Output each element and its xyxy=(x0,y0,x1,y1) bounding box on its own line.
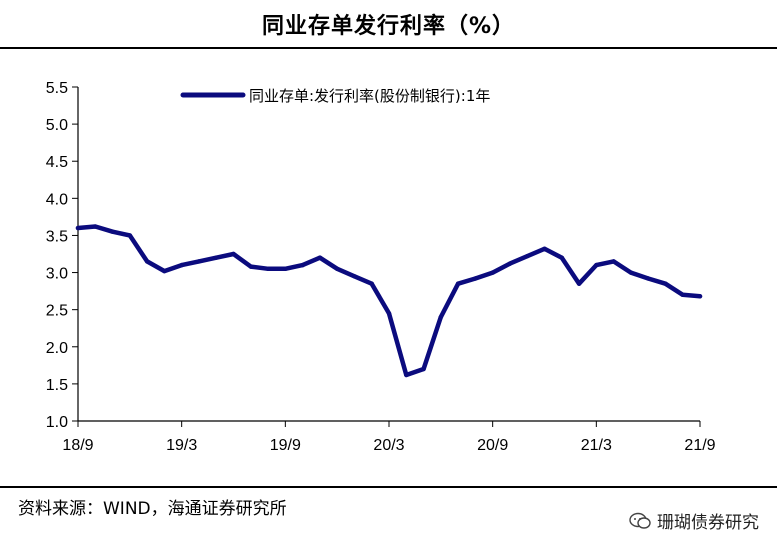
watermark-text: 珊瑚债券研究 xyxy=(657,513,759,533)
data-point xyxy=(317,255,323,260)
data-point xyxy=(352,274,357,279)
data-point xyxy=(386,311,392,316)
y-tick-label: 1.0 xyxy=(46,414,68,431)
data-point xyxy=(628,270,634,275)
data-point xyxy=(542,246,547,252)
data-point xyxy=(196,259,202,264)
x-tick-label: 21/3 xyxy=(581,437,612,454)
title-rule xyxy=(0,47,777,49)
data-point xyxy=(611,259,616,264)
y-tick-label: 2.0 xyxy=(46,340,68,357)
y-tick-label: 5.5 xyxy=(46,80,68,97)
data-point xyxy=(490,270,495,275)
data-point xyxy=(231,251,236,257)
x-tick-label: 18/9 xyxy=(62,437,93,454)
data-point xyxy=(283,266,288,272)
chart-title: 同业存单发行利率（%） xyxy=(261,14,516,39)
footer-rule xyxy=(0,486,777,488)
y-tick-label: 4.5 xyxy=(46,154,68,171)
source-note: 资料来源：WIND，海通证券研究所 xyxy=(18,499,287,519)
data-point xyxy=(507,261,513,266)
data-point xyxy=(265,266,271,272)
x-tick-label: 20/9 xyxy=(477,437,508,454)
y-tick-label: 1.5 xyxy=(46,377,68,394)
chat-bubble-icon xyxy=(629,512,651,529)
data-point xyxy=(300,262,305,268)
line-chart: 1.0 1.5 2.0 2.5 3.0 3.5 4.0 4.5 5.0 5.5 18/9 19/3 19… xyxy=(46,80,716,454)
data-point xyxy=(248,264,253,269)
data-point xyxy=(93,224,98,229)
data-point xyxy=(525,254,530,259)
data-point xyxy=(214,255,219,260)
legend-label: 同业存单:发行利率(股份制银行):1年 xyxy=(249,87,490,105)
data-point xyxy=(404,372,409,378)
data-point xyxy=(697,294,703,299)
data-point xyxy=(179,262,184,268)
x-tick-label: 21/9 xyxy=(684,437,715,454)
data-point xyxy=(559,255,564,260)
data-point xyxy=(438,314,444,320)
data-point xyxy=(421,366,426,372)
data-point xyxy=(473,276,478,281)
y-tick-label: 2.5 xyxy=(46,303,68,320)
data-point xyxy=(127,233,133,238)
y-tick-label: 4.0 xyxy=(46,191,68,208)
series-line xyxy=(75,224,703,378)
data-point xyxy=(144,259,150,264)
data-point xyxy=(663,281,668,286)
y-tick-label: 3.5 xyxy=(46,228,68,245)
data-point xyxy=(645,276,651,281)
watermark: 珊瑚债券研究 xyxy=(629,508,759,533)
data-point xyxy=(75,225,81,231)
y-tick-label: 5.0 xyxy=(46,117,68,134)
data-point xyxy=(680,292,685,298)
data-point xyxy=(576,281,582,286)
data-point xyxy=(334,266,340,272)
y-tick-label: 3.0 xyxy=(46,266,68,283)
x-tick-label: 19/3 xyxy=(166,437,197,454)
data-point xyxy=(455,281,461,286)
data-point xyxy=(162,268,167,274)
data-point xyxy=(594,262,599,268)
data-point xyxy=(369,281,374,286)
data-point xyxy=(110,229,115,234)
x-tick-label: 19/9 xyxy=(270,437,301,454)
x-tick-label: 20/3 xyxy=(373,437,404,454)
